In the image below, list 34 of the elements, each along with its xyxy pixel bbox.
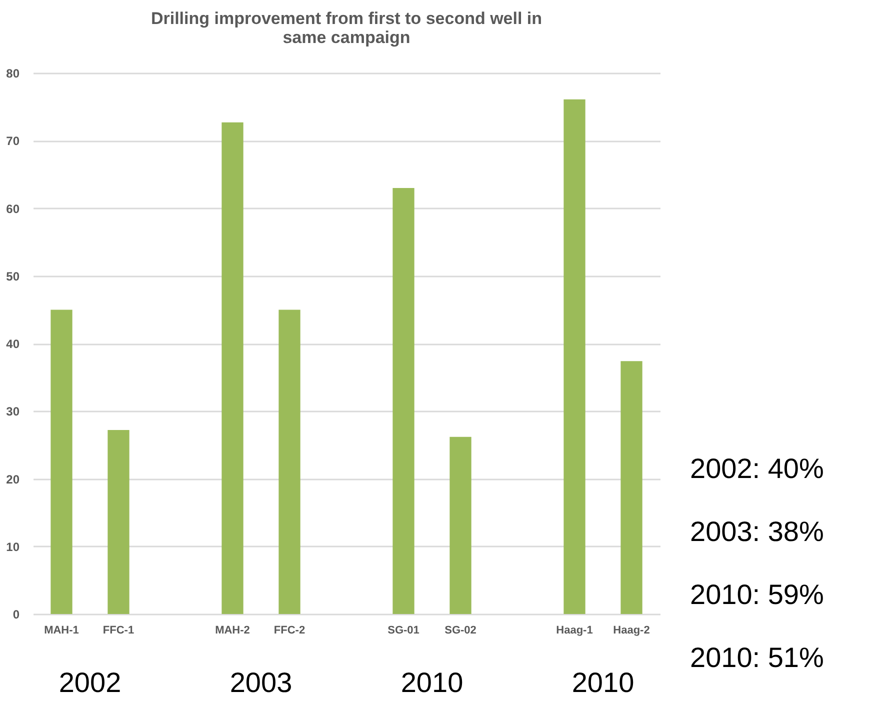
text: 2002: 40% [690,453,824,484]
y-tick-label: 10 [6,540,20,554]
x-tick-label: MAH-1 [44,624,79,636]
y-tick-label: 40 [6,337,20,351]
x-tick-label: Haag-2 [613,624,650,636]
x-tick-label: SG-02 [444,624,476,636]
y-tick-label: 20 [6,472,20,486]
bar [278,310,300,614]
bar [620,361,642,614]
y-tick-label: 30 [6,404,20,419]
bar [108,430,130,614]
text: 2002 [58,667,122,698]
text: 2003: 38% [690,516,824,547]
x-tick-label: FFC-1 [102,624,134,636]
bar [222,122,244,614]
bar [392,188,414,614]
bar [564,99,586,614]
y-tick-label: 60 [6,202,20,216]
text: 2010 [400,667,464,698]
chart-title: Drilling improvement from first to second well in same campaign [150,9,542,47]
y-tick-label: 70 [6,134,20,148]
y-tick-label: 80 [6,66,20,80]
x-tick-label: MAH-2 [215,624,250,636]
bar [450,436,472,614]
x-tick-label: Haag-1 [556,624,593,636]
text: 2003 [230,667,292,698]
text: 2010: 59% [690,579,824,610]
x-tick-label: SG-01 [388,624,420,636]
bar [50,310,72,614]
y-tick-label: 50 [6,269,20,284]
y-tick-label: 0 [12,608,20,622]
text: 2010 [572,667,634,698]
x-tick-label: FFC-2 [274,624,306,636]
text: 2010: 51% [690,642,824,673]
